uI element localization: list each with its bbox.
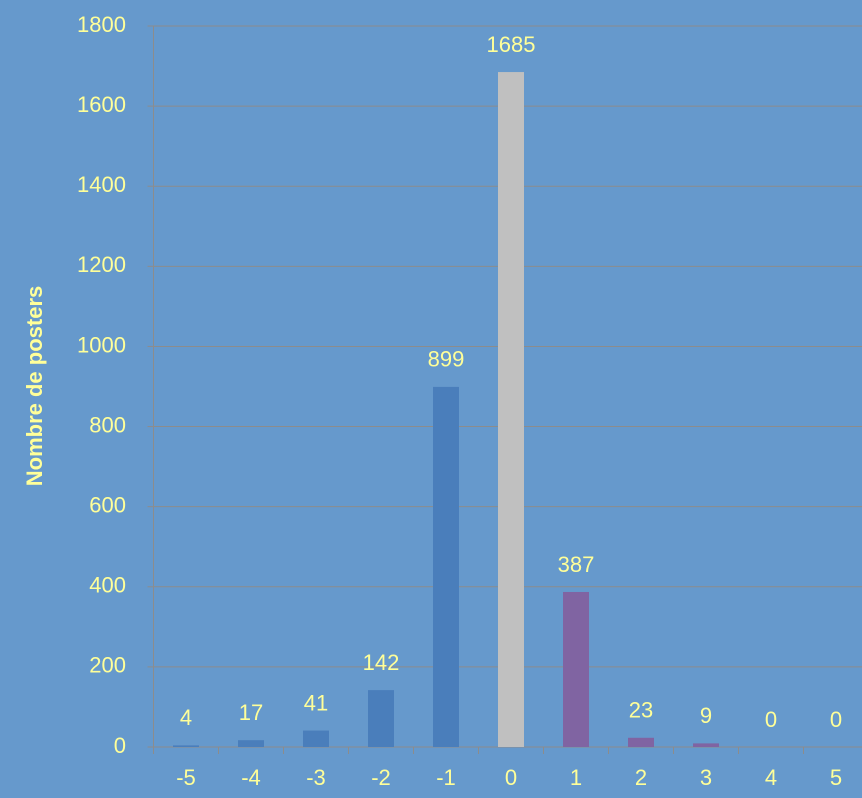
y-tick-label: 1800: [77, 12, 126, 37]
data-label: 9: [700, 703, 712, 728]
y-tick-label: 1600: [77, 92, 126, 117]
y-tick-label: 0: [114, 733, 126, 758]
bar: [433, 386, 459, 747]
y-tick-label: 200: [89, 653, 126, 678]
x-tick-label: -2: [371, 765, 391, 790]
data-label: 0: [765, 707, 777, 732]
x-tick-label: -4: [241, 765, 261, 790]
data-label: 17: [239, 700, 263, 725]
y-tick-label: 400: [89, 573, 126, 598]
x-tick-label: 1: [570, 765, 582, 790]
y-axis-label: Nombre de posters: [22, 286, 47, 487]
bar: [238, 740, 264, 747]
data-label: 1685: [487, 32, 536, 57]
y-tick-label: 600: [89, 492, 126, 517]
bar: [368, 690, 394, 747]
x-tick-label: 4: [765, 765, 777, 790]
data-label: 41: [304, 690, 328, 715]
y-tick-label: 1200: [77, 252, 126, 277]
x-tick-label: 3: [700, 765, 712, 790]
x-tick-label: 5: [830, 765, 842, 790]
data-label: 387: [558, 552, 595, 577]
data-label: 899: [428, 347, 465, 372]
y-tick-label: 800: [89, 412, 126, 437]
bar: [498, 72, 524, 747]
x-tick-label: 2: [635, 765, 647, 790]
bar: [563, 591, 589, 747]
bar: [303, 730, 329, 747]
y-tick-label: 1400: [77, 172, 126, 197]
bar: [628, 737, 654, 747]
y-tick-label: 1000: [77, 332, 126, 357]
x-tick-label: -1: [436, 765, 456, 790]
data-label: 0: [830, 707, 842, 732]
data-label: 4: [180, 705, 192, 730]
bar: [173, 745, 199, 747]
x-tick-label: -3: [306, 765, 326, 790]
bar: [693, 743, 719, 747]
x-tick-label: 0: [505, 765, 517, 790]
data-label: 142: [363, 650, 400, 675]
x-tick-label: -5: [176, 765, 196, 790]
data-label: 23: [629, 698, 653, 723]
